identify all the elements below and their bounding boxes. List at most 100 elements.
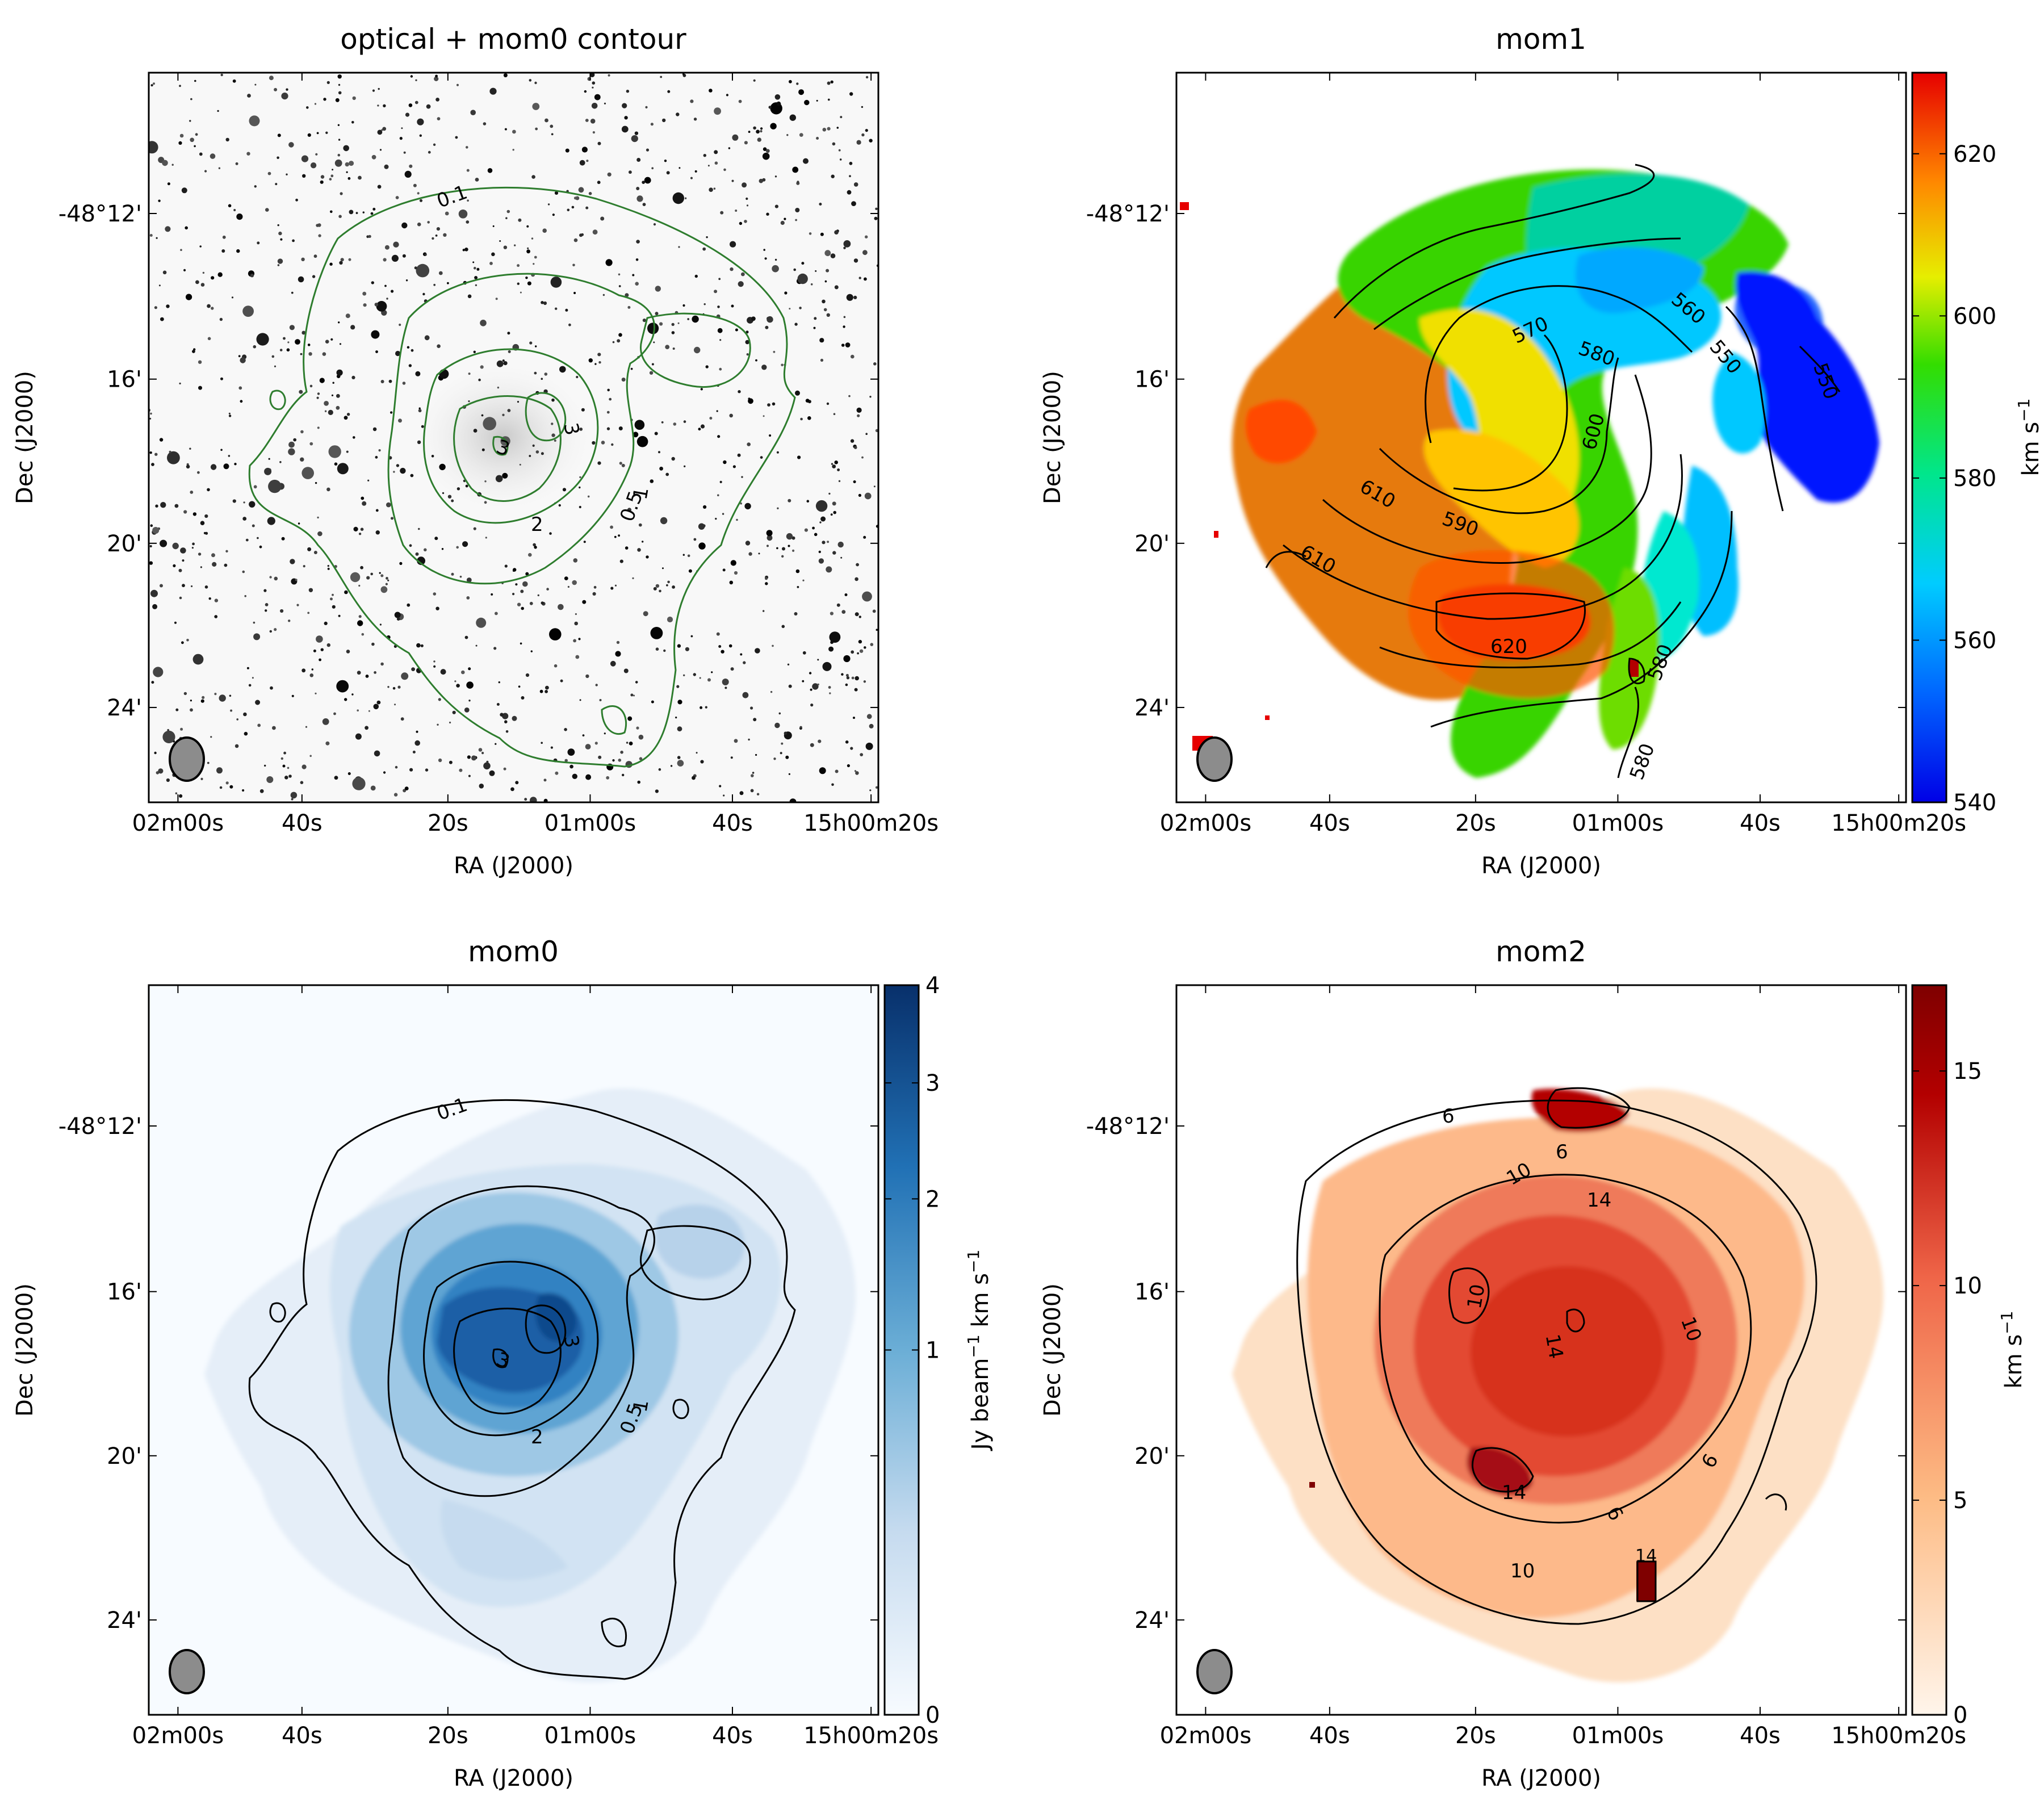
star [324, 410, 327, 412]
star [830, 513, 833, 516]
contour-blob3 [672, 1399, 689, 1420]
star [287, 767, 290, 769]
star [330, 338, 333, 341]
colorbar-ticks: 0 1 2 3 4 [885, 973, 940, 1728]
star [572, 580, 577, 585]
star [363, 303, 367, 307]
y-tick-label: 16' [1134, 367, 1170, 393]
star [175, 708, 179, 711]
star [565, 308, 568, 312]
high-dispersion-pixels [1309, 1482, 1656, 1601]
star [702, 247, 706, 251]
star [185, 226, 189, 230]
star [829, 692, 831, 694]
star [520, 291, 522, 294]
star [411, 349, 414, 352]
star [383, 104, 386, 107]
star [824, 280, 827, 283]
star [560, 679, 563, 683]
star [492, 225, 495, 227]
star [742, 182, 747, 188]
star [183, 510, 187, 514]
star [526, 249, 530, 254]
star [330, 210, 333, 213]
star [301, 668, 306, 673]
star [491, 593, 493, 596]
star [785, 755, 789, 759]
colorbar-tick-label: 580 [1953, 466, 1996, 492]
star [228, 415, 232, 417]
contour-line [1379, 357, 1619, 514]
star [380, 574, 384, 577]
star [666, 584, 668, 587]
star [253, 633, 261, 640]
contour-blob2 [269, 390, 286, 411]
colorbar-tick-label: 560 [1953, 627, 1996, 654]
star [703, 505, 707, 509]
star [416, 263, 430, 278]
star [267, 517, 275, 525]
star [150, 412, 152, 415]
star [822, 541, 826, 545]
contour-0.5b [640, 312, 751, 388]
star [805, 399, 810, 403]
star [750, 706, 753, 710]
star [788, 773, 790, 775]
star [693, 118, 697, 121]
star [338, 215, 342, 219]
star [816, 99, 818, 102]
star [625, 546, 629, 550]
star [190, 708, 193, 712]
star [249, 115, 260, 127]
y-tick-label: 20' [1134, 531, 1170, 557]
star [322, 352, 326, 356]
star [372, 427, 377, 432]
star [865, 235, 868, 238]
star [761, 365, 767, 370]
star [400, 717, 404, 721]
star [495, 298, 498, 300]
star [644, 177, 651, 184]
star [631, 135, 638, 143]
star [493, 647, 497, 650]
star [849, 175, 851, 178]
star [692, 776, 696, 780]
star [385, 583, 388, 585]
star [826, 402, 830, 405]
star [368, 710, 370, 712]
star [437, 344, 441, 348]
contour-3 [525, 392, 567, 442]
star [153, 82, 155, 85]
star [767, 535, 773, 541]
beam-ellipse [169, 1649, 205, 1694]
star [660, 517, 668, 525]
star [670, 765, 673, 767]
star [600, 216, 605, 221]
star [534, 81, 537, 85]
star [240, 357, 246, 363]
star [569, 764, 573, 769]
star [810, 704, 814, 707]
star [474, 276, 478, 279]
star [698, 523, 705, 530]
star [572, 773, 577, 780]
star [451, 499, 454, 503]
star [747, 442, 751, 446]
star [575, 655, 580, 659]
star [268, 479, 282, 493]
y-tick-label: 24' [1134, 1607, 1170, 1634]
star [194, 145, 196, 148]
star [409, 164, 413, 168]
star [716, 410, 718, 412]
star [432, 237, 434, 240]
star [632, 577, 634, 580]
star [415, 79, 417, 81]
star [438, 758, 442, 763]
star [274, 365, 277, 367]
star [672, 192, 685, 204]
star [219, 694, 226, 702]
star [200, 699, 204, 703]
star [522, 581, 528, 587]
star [401, 127, 403, 129]
star [178, 141, 182, 145]
